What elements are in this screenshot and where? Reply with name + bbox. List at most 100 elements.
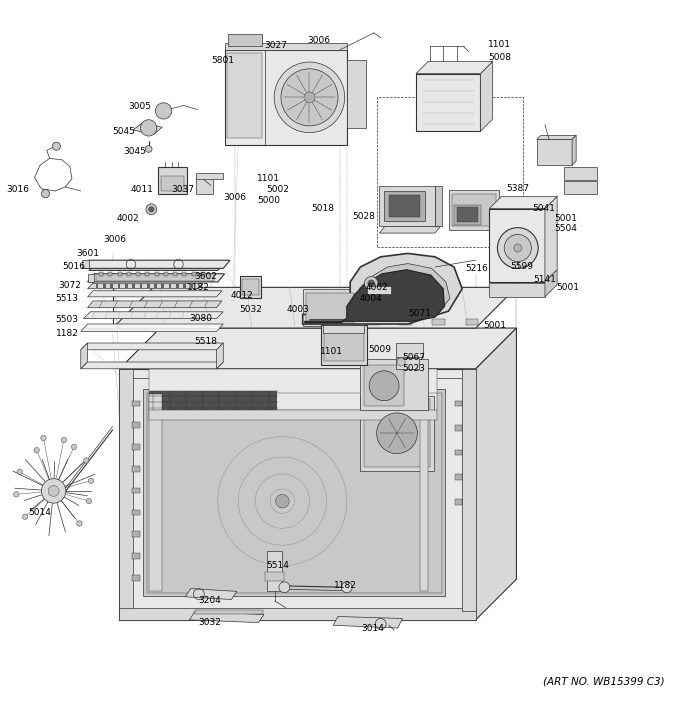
Bar [458,207,478,222]
Circle shape [41,190,50,198]
Polygon shape [133,123,163,135]
Polygon shape [89,264,224,270]
Bar [377,97,523,247]
Polygon shape [82,260,230,269]
Bar [154,284,157,288]
Bar [149,369,437,410]
Bar [149,410,437,420]
Text: 1101: 1101 [488,40,511,49]
Bar [224,43,347,50]
Bar [158,167,186,194]
Polygon shape [81,362,223,369]
Text: 3602: 3602 [194,272,217,281]
Text: 5014: 5014 [29,508,52,517]
Text: 4012: 4012 [231,291,253,300]
Circle shape [498,227,538,269]
Text: 5023: 5023 [402,364,425,374]
Circle shape [52,142,61,151]
Text: 1101: 1101 [257,174,280,183]
Bar [367,319,379,324]
Text: 3032: 3032 [199,618,221,627]
Bar [103,284,105,288]
Bar [136,272,140,276]
Bar [420,394,428,591]
Bar [147,284,150,288]
Bar [389,195,420,216]
Bar [118,284,120,288]
Bar [360,396,434,471]
Bar [96,274,214,281]
Bar [564,167,596,180]
Text: 5141: 5141 [534,274,556,284]
Bar [367,286,391,294]
Bar [360,358,428,410]
Text: 3005: 3005 [129,102,152,111]
Circle shape [84,458,89,463]
Polygon shape [333,616,403,628]
Bar [399,319,411,324]
Polygon shape [81,343,223,350]
Text: 5001: 5001 [554,214,577,223]
Bar [127,272,131,276]
Text: 5801: 5801 [211,56,235,65]
Bar [242,279,258,295]
Bar [161,284,164,288]
Bar [120,607,476,620]
Circle shape [141,119,157,136]
Text: 1182: 1182 [56,329,79,338]
Text: 5514: 5514 [266,561,289,570]
Bar [132,423,140,428]
Bar [132,284,135,288]
Circle shape [88,478,94,484]
Bar [456,499,462,505]
Polygon shape [88,283,203,289]
Circle shape [397,358,405,366]
Polygon shape [476,328,516,620]
Text: 5028: 5028 [352,212,375,222]
Circle shape [34,447,39,453]
Text: 4004: 4004 [359,294,382,303]
Circle shape [369,371,399,400]
Bar [323,324,364,333]
Bar [132,553,140,559]
Text: 5387: 5387 [507,184,529,193]
Circle shape [146,204,157,215]
Circle shape [304,92,315,103]
Text: 5002: 5002 [266,185,289,194]
Polygon shape [88,274,95,282]
Bar [333,319,345,324]
Bar [149,394,437,591]
Circle shape [86,498,92,504]
Polygon shape [82,260,89,269]
Circle shape [41,479,66,503]
Polygon shape [545,270,557,297]
Circle shape [364,277,378,290]
Text: 5016: 5016 [63,263,86,272]
Text: 3080: 3080 [190,314,212,323]
Polygon shape [216,343,223,369]
Circle shape [505,235,531,261]
Text: 5008: 5008 [488,54,511,62]
Text: 3006: 3006 [307,36,330,45]
Bar [324,330,364,361]
Bar [224,50,347,145]
Bar [164,272,168,276]
Polygon shape [88,291,222,297]
Bar [456,425,462,431]
Bar [169,284,171,288]
Bar [435,185,442,227]
Bar [176,284,179,288]
Polygon shape [81,343,88,369]
Bar [173,272,177,276]
Text: 3204: 3204 [199,597,221,605]
Circle shape [77,521,82,526]
Text: 3006: 3006 [103,235,126,245]
Text: 5599: 5599 [511,263,533,272]
Bar [466,319,478,324]
Text: 3601: 3601 [76,249,99,258]
Text: 5045: 5045 [113,127,135,136]
Polygon shape [81,324,223,332]
Text: 3014: 3014 [361,623,384,633]
Bar [182,272,186,276]
Bar [118,272,122,276]
